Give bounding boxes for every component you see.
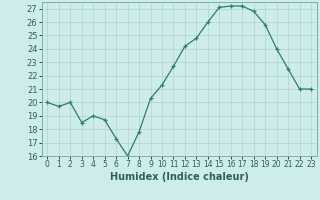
X-axis label: Humidex (Indice chaleur): Humidex (Indice chaleur) [110, 172, 249, 182]
